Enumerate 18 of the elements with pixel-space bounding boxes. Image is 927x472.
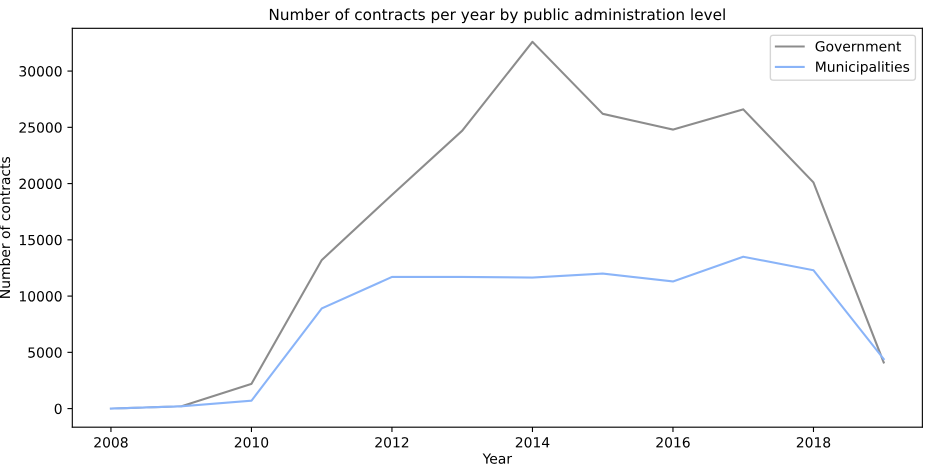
x-tick-label: 2018 <box>796 437 830 448</box>
y-tick-label: 0 <box>54 404 62 414</box>
legend-label: Municipalities <box>816 61 910 75</box>
y-tick-label: 25000 <box>19 122 62 133</box>
y-tick-label: 30000 <box>19 66 62 77</box>
x-tick-label: 2010 <box>234 437 268 448</box>
y-tick-label: 10000 <box>20 291 62 302</box>
x-tick-label: 2012 <box>375 437 408 448</box>
y-tick-label: 5000 <box>28 347 62 358</box>
y-tick-label: 15000 <box>20 234 62 246</box>
y-tick-label: 20000 <box>19 178 62 190</box>
line-series <box>110 256 885 410</box>
x-tick-label: 2008 <box>94 437 128 448</box>
x-axis-title: Year <box>482 454 512 464</box>
legend-label: Government <box>816 41 902 52</box>
x-tick-label: 2014 <box>516 437 550 448</box>
x-tick-label: 2016 <box>656 437 690 448</box>
chart-title: Number of contracts per year by public administration level <box>270 8 725 24</box>
